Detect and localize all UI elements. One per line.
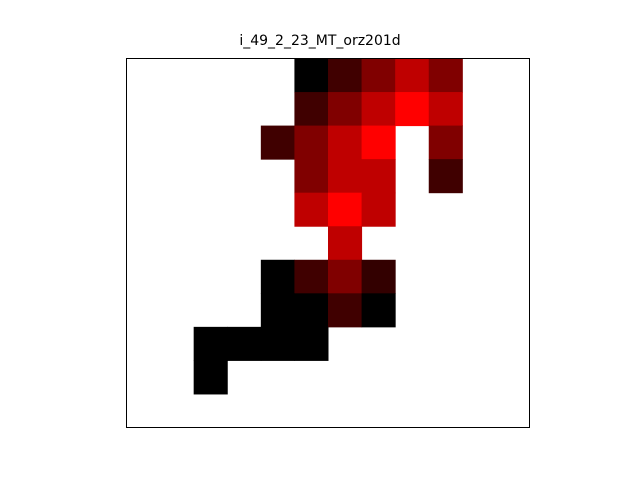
heatmap-cell <box>294 259 329 294</box>
heatmap-cell <box>294 125 329 160</box>
heatmap-cell <box>294 159 329 194</box>
heatmap-cell <box>328 259 363 294</box>
heatmap-cell <box>227 326 262 361</box>
heatmap-cells <box>193 58 463 395</box>
heatmap-cell <box>260 293 295 328</box>
heatmap-cell <box>361 125 396 160</box>
heatmap-cell <box>193 360 228 395</box>
heatmap-cell <box>328 125 363 160</box>
heatmap-cell <box>260 326 295 361</box>
heatmap-cell <box>361 259 396 294</box>
heatmap-cell <box>361 192 396 227</box>
heatmap-cell <box>428 159 463 194</box>
heatmap-cell <box>294 293 329 328</box>
heatmap-cell <box>395 92 430 127</box>
heatmap-cell <box>328 92 363 127</box>
heatmap-cell <box>361 58 396 93</box>
heatmap-cell <box>260 125 295 160</box>
heatmap-cell <box>361 92 396 127</box>
heatmap-cell <box>328 293 363 328</box>
heatmap-cell <box>193 326 228 361</box>
heatmap-cell <box>294 326 329 361</box>
heatmap-cell <box>294 192 329 227</box>
heatmap-cell <box>328 159 363 194</box>
heatmap-cell <box>294 92 329 127</box>
chart-title: i_49_2_23_MT_orz201d <box>239 33 401 49</box>
heatmap-cell <box>395 58 430 93</box>
heatmap-cell <box>260 259 295 294</box>
heatmap-cell <box>328 226 363 261</box>
heatmap-cell <box>428 125 463 160</box>
heatmap-cell <box>361 159 396 194</box>
heatmap-cell <box>328 58 363 93</box>
heatmap-cell <box>428 58 463 93</box>
heatmap-cell <box>328 192 363 227</box>
plot-frame <box>126 58 530 428</box>
heatmap-cell <box>428 92 463 127</box>
heatmap-cell <box>294 58 329 93</box>
heatmap-cell <box>361 293 396 328</box>
